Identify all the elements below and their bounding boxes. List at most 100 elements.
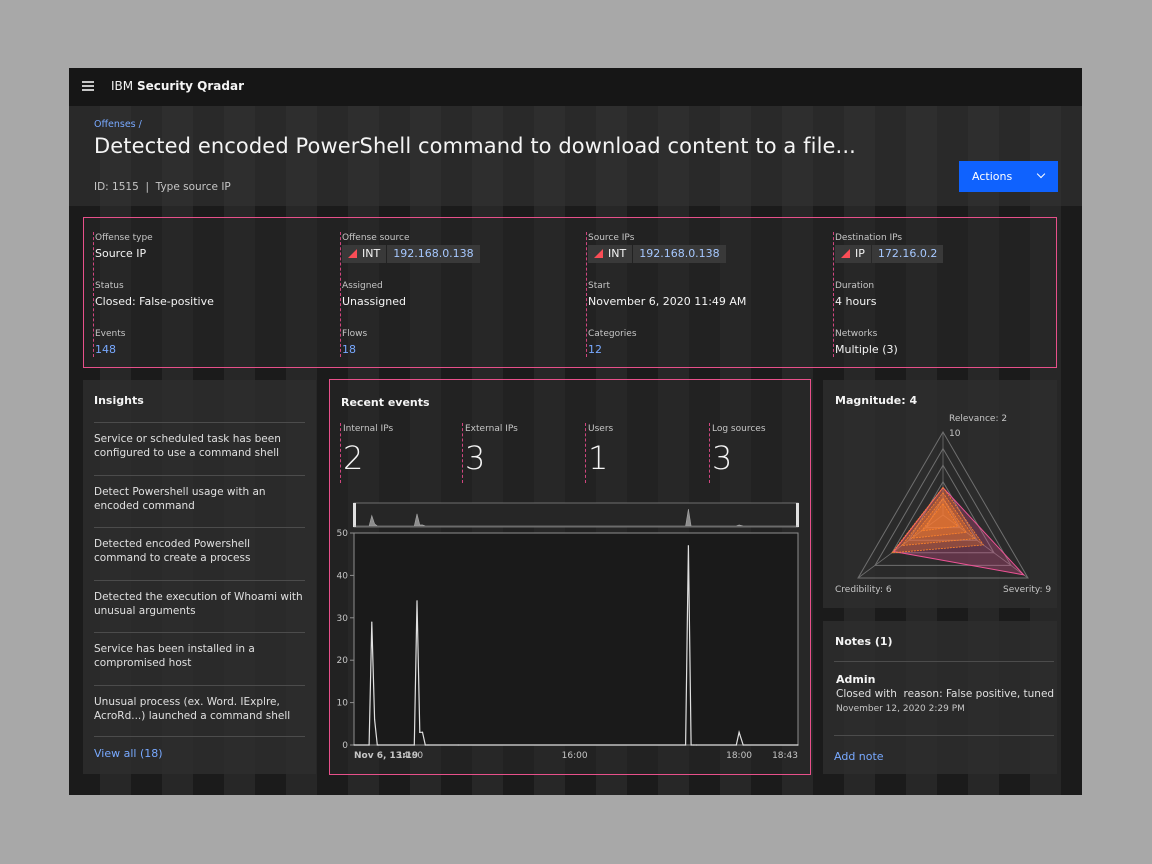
offense-meta: ID: 1515 | Type source IP — [94, 181, 231, 193]
warning-triangle-icon — [594, 249, 603, 258]
events-link[interactable]: 148 — [95, 343, 116, 356]
insight-item[interactable]: Service has been installed in a compromi… — [94, 632, 305, 685]
events-data-point — [368, 744, 370, 746]
source-ips-label: Source IPs — [588, 233, 635, 243]
events-data-point — [427, 744, 429, 746]
int-tag: INT — [588, 245, 633, 263]
hamburger-menu-icon[interactable] — [82, 81, 94, 93]
events-data-point — [690, 744, 692, 746]
networks-value: Multiple (3) — [835, 343, 898, 356]
events-data-point — [378, 744, 380, 746]
events-label: Events — [95, 329, 126, 339]
offense-source-ip[interactable]: 192.168.0.138 — [387, 245, 480, 263]
events-data-point — [457, 744, 459, 746]
stat-value: 1 — [588, 439, 609, 477]
actions-label: Actions — [972, 170, 1013, 183]
note-author: Admin — [836, 673, 876, 686]
magnitude-radar-chart: Relevance: 2 10 Credibility: 6 Severity:… — [835, 414, 1051, 595]
insight-item[interactable]: Detect Powershell usage with an encoded … — [94, 474, 305, 528]
chevron-down-icon — [1036, 169, 1046, 179]
events-data-point — [687, 545, 689, 547]
notes-panel: Notes (1) Admin Closed with reason: Fals… — [823, 621, 1057, 774]
insight-item[interactable]: Unusual process (ex. Word. IExplre, Acro… — [94, 684, 305, 737]
networks-field: Networks Multiple (3) — [835, 328, 1055, 357]
recent-events-panel: Recent events Internal IPs 2 External IP… — [329, 379, 811, 775]
status-field: Status Closed: False-positive — [95, 280, 315, 309]
source-ip-value[interactable]: 192.168.0.138 — [633, 245, 726, 263]
events-data-point — [371, 621, 373, 623]
assigned-label: Assigned — [342, 281, 383, 291]
add-note-link[interactable]: Add note — [834, 750, 884, 763]
categories-label: Categories — [588, 329, 637, 339]
radar-grid-ring — [857, 431, 1029, 579]
page-title: Detected encoded PowerShell command to d… — [94, 134, 856, 158]
radar-grid-ring — [925, 497, 961, 529]
radar-magnitude-area — [920, 503, 959, 532]
categories-link[interactable]: 12 — [588, 343, 602, 356]
offense-source-tag: INT — [362, 247, 381, 260]
stat-external-ips: External IPs 3 — [462, 423, 572, 483]
insight-item[interactable]: Detected the execution of Whoami with un… — [94, 579, 305, 633]
offense-type-field: Offense type Source IP — [95, 232, 315, 261]
y-tick-label: 50 — [337, 529, 349, 539]
radar-magnitude-area — [891, 486, 985, 554]
start-field: Start November 6, 2020 11:49 AM — [588, 280, 808, 309]
events-data-point — [421, 731, 424, 733]
events-data-point — [413, 744, 415, 746]
offense-type-value: Source IP — [95, 247, 147, 260]
y-tick-label: 20 — [337, 656, 349, 666]
insight-item[interactable]: Service or scheduled task has been confi… — [94, 422, 305, 475]
status-label: Status — [95, 281, 124, 291]
events-data-point — [373, 718, 376, 721]
actions-button[interactable]: Actions — [959, 161, 1058, 192]
x-tick-label: 14:00 — [397, 751, 423, 761]
source-ip-tag: INT — [608, 247, 627, 260]
y-tick-label: 30 — [337, 614, 349, 624]
credibility-label: Credibility: 6 — [835, 585, 892, 595]
breadcrumb-offenses[interactable]: Offenses / — [94, 119, 142, 130]
stat-label: Log sources — [712, 424, 766, 434]
destination-ips-label: Destination IPs — [835, 233, 903, 243]
radar-grid-ring — [908, 480, 978, 541]
summary-column-1: Offense type Source IP Status Closed: Fa… — [93, 232, 323, 357]
destination-ip-value[interactable]: 172.16.0.2 — [871, 245, 944, 263]
x-tick-label: 18:43 — [772, 751, 798, 761]
events-field: Events 148 — [95, 328, 315, 357]
x-tick-label: 16:00 — [562, 751, 588, 761]
source-ips-field: Source IPs INT 192.168.0.138 — [588, 232, 808, 263]
brush-series-area — [354, 509, 798, 527]
brand-product: Security Qradar — [136, 79, 244, 93]
recent-events-title: Recent events — [341, 396, 430, 409]
events-data-point — [424, 744, 426, 746]
insights-title: Insights — [94, 394, 144, 407]
radar-axis — [857, 514, 944, 579]
networks-label: Networks — [835, 329, 878, 339]
ip-tag: IP — [835, 245, 871, 263]
notes-title: Notes (1) — [835, 635, 893, 648]
top-bar: IBM Security Qradar — [69, 68, 1082, 106]
offense-summary: Offense type Source IP Status Closed: Fa… — [83, 217, 1057, 368]
view-all-insights-link[interactable]: View all (18) — [94, 747, 163, 760]
radar-grid-ring — [874, 447, 1012, 566]
events-data-point — [376, 744, 378, 746]
magnitude-title: Magnitude: 4 — [835, 394, 918, 407]
status-value: Closed: False-positive — [95, 295, 214, 308]
events-data-point — [735, 744, 737, 746]
y-tick-label: 0 — [342, 741, 348, 751]
note-timestamp: November 12, 2020 2:29 PM — [836, 704, 965, 714]
events-data-point — [685, 744, 687, 746]
stat-value: 3 — [465, 439, 486, 477]
warning-triangle-icon — [348, 249, 357, 258]
assigned-value: Unassigned — [342, 295, 406, 308]
assigned-field: Assigned Unassigned — [342, 280, 562, 309]
events-data-point — [693, 744, 695, 746]
page-header: Offenses / Detected encoded PowerShell c… — [69, 106, 1082, 206]
timeline-brush — [353, 502, 799, 528]
brush-handle-left — [353, 503, 356, 527]
flows-link[interactable]: 18 — [342, 343, 356, 356]
int-tag: INT — [342, 245, 387, 263]
magnitude-panel: Magnitude: 4 Relevance: 2 10 Credibility… — [823, 380, 1057, 608]
insight-item[interactable]: Detected encoded Powershell command to c… — [94, 527, 305, 580]
duration-label: Duration — [835, 281, 875, 291]
